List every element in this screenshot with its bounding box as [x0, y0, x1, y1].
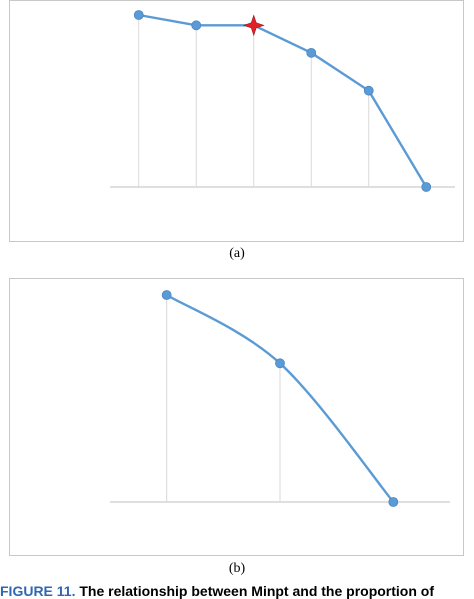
highlight-star-marker [242, 14, 265, 37]
chart-panel-a [9, 0, 464, 242]
line-chart-a [110, 10, 455, 192]
data-point [306, 47, 317, 58]
series-line [138, 13, 428, 188]
data-point [363, 85, 374, 96]
caption-a: (a) [229, 246, 245, 261]
data-point [191, 20, 202, 31]
line-chart-b [110, 290, 450, 507]
data-point [133, 10, 144, 20]
caption-b: (b) [228, 561, 246, 576]
figure-caption: FIGURE 11. The relationship between Minp… [0, 583, 474, 599]
figure-label: FIGURE 11. [0, 583, 76, 599]
figure-caption-text: The relationship between Minpt and the p… [79, 583, 435, 599]
data-point [388, 497, 399, 507]
data-point [421, 182, 432, 192]
data-point [275, 358, 285, 369]
data-point [161, 290, 172, 300]
chart-panel-b [9, 278, 464, 556]
